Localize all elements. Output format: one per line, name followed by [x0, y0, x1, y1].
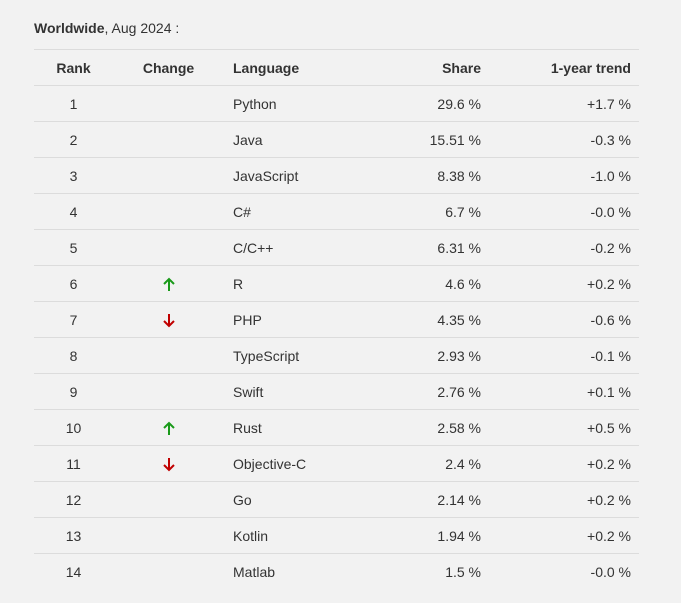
table-row: 11 Objective-C 2.4 % +0.2 % [34, 445, 639, 482]
table-row: 3 JavaScript 8.38 % -1.0 % [34, 157, 639, 194]
rank-cell: 14 [34, 553, 113, 590]
change-cell [113, 301, 224, 338]
trend-cell: +0.1 % [481, 373, 639, 410]
table-row: 1 Python 29.6 % +1.7 % [34, 85, 639, 122]
arrow-up-icon [162, 421, 176, 436]
header-change: Change [113, 49, 224, 86]
table-row: 14 Matlab 1.5 % -0.0 % [34, 553, 639, 590]
share-cell: 1.94 % [374, 517, 481, 554]
trend-cell: +0.2 % [481, 265, 639, 302]
header-rank: Rank [34, 49, 113, 86]
share-cell: 29.6 % [374, 85, 481, 122]
language-cell: Matlab [224, 553, 374, 590]
share-cell: 15.51 % [374, 121, 481, 158]
trend-cell: +1.7 % [481, 85, 639, 122]
table-body: 1 Python 29.6 % +1.7 % 2 Java 15.51 % -0.3 % 3 Ja… [34, 85, 639, 590]
language-cell: JavaScript [224, 157, 374, 194]
language-cell: C/C++ [224, 229, 374, 266]
change-cell [113, 193, 224, 230]
share-cell: 6.31 % [374, 229, 481, 266]
caption-date: , Aug 2024 : [104, 20, 180, 36]
change-cell [113, 337, 224, 374]
table-row: 9 Swift 2.76 % +0.1 % [34, 373, 639, 410]
rank-cell: 3 [34, 157, 113, 194]
trend-cell: +0.2 % [481, 445, 639, 482]
share-cell: 2.14 % [374, 481, 481, 518]
rank-cell: 2 [34, 121, 113, 158]
language-cell: PHP [224, 301, 374, 338]
share-cell: 4.35 % [374, 301, 481, 338]
rank-cell: 5 [34, 229, 113, 266]
trend-cell: -1.0 % [481, 157, 639, 194]
share-cell: 4.6 % [374, 265, 481, 302]
arrow-up-icon [162, 277, 176, 292]
rank-cell: 8 [34, 337, 113, 374]
share-cell: 2.76 % [374, 373, 481, 410]
language-cell: Swift [224, 373, 374, 410]
table-row: 8 TypeScript 2.93 % -0.1 % [34, 337, 639, 374]
language-cell: Objective-C [224, 445, 374, 482]
language-cell: Kotlin [224, 517, 374, 554]
rank-cell: 9 [34, 373, 113, 410]
trend-cell: -0.1 % [481, 337, 639, 374]
table-row: 12 Go 2.14 % +0.2 % [34, 481, 639, 518]
table-caption: Worldwide, Aug 2024 : [34, 20, 179, 36]
table-row: 10 Rust 2.58 % +0.5 % [34, 409, 639, 446]
arrow-down-icon [162, 313, 176, 328]
change-cell [113, 481, 224, 518]
change-cell [113, 229, 224, 266]
rank-cell: 11 [34, 445, 113, 482]
trend-cell: -0.3 % [481, 121, 639, 158]
trend-cell: +0.2 % [481, 481, 639, 518]
table-header-row: Rank Change Language Share 1-year trend [34, 49, 639, 86]
trend-cell: -0.6 % [481, 301, 639, 338]
share-cell: 1.5 % [374, 553, 481, 590]
share-cell: 2.4 % [374, 445, 481, 482]
language-ranking-table: Rank Change Language Share 1-year trend … [34, 49, 639, 590]
rank-cell: 6 [34, 265, 113, 302]
rank-cell: 13 [34, 517, 113, 554]
arrow-down-icon [162, 457, 176, 472]
table-row: 2 Java 15.51 % -0.3 % [34, 121, 639, 158]
table-row: 6 R 4.6 % +0.2 % [34, 265, 639, 302]
trend-cell: -0.0 % [481, 553, 639, 590]
caption-region: Worldwide [34, 20, 105, 36]
trend-cell: -0.2 % [481, 229, 639, 266]
trend-cell: +0.5 % [481, 409, 639, 446]
table-row: 4 C# 6.7 % -0.0 % [34, 193, 639, 230]
share-cell: 6.7 % [374, 193, 481, 230]
change-cell [113, 553, 224, 590]
change-cell [113, 517, 224, 554]
rank-cell: 1 [34, 85, 113, 122]
change-cell [113, 445, 224, 482]
table-row: 13 Kotlin 1.94 % +0.2 % [34, 517, 639, 554]
change-cell [113, 157, 224, 194]
trend-cell: -0.0 % [481, 193, 639, 230]
language-cell: R [224, 265, 374, 302]
language-cell: Python [224, 85, 374, 122]
rank-cell: 12 [34, 481, 113, 518]
change-cell [113, 373, 224, 410]
language-cell: C# [224, 193, 374, 230]
trend-cell: +0.2 % [481, 517, 639, 554]
change-cell [113, 409, 224, 446]
rank-cell: 10 [34, 409, 113, 446]
language-cell: Go [224, 481, 374, 518]
header-trend: 1-year trend [481, 49, 639, 86]
header-share: Share [374, 49, 481, 86]
change-cell [113, 121, 224, 158]
share-cell: 2.93 % [374, 337, 481, 374]
rank-cell: 4 [34, 193, 113, 230]
language-cell: Java [224, 121, 374, 158]
header-language: Language [224, 49, 374, 86]
language-cell: TypeScript [224, 337, 374, 374]
change-cell [113, 265, 224, 302]
table-row: 7 PHP 4.35 % -0.6 % [34, 301, 639, 338]
share-cell: 2.58 % [374, 409, 481, 446]
rank-cell: 7 [34, 301, 113, 338]
change-cell [113, 85, 224, 122]
share-cell: 8.38 % [374, 157, 481, 194]
table-row: 5 C/C++ 6.31 % -0.2 % [34, 229, 639, 266]
language-cell: Rust [224, 409, 374, 446]
